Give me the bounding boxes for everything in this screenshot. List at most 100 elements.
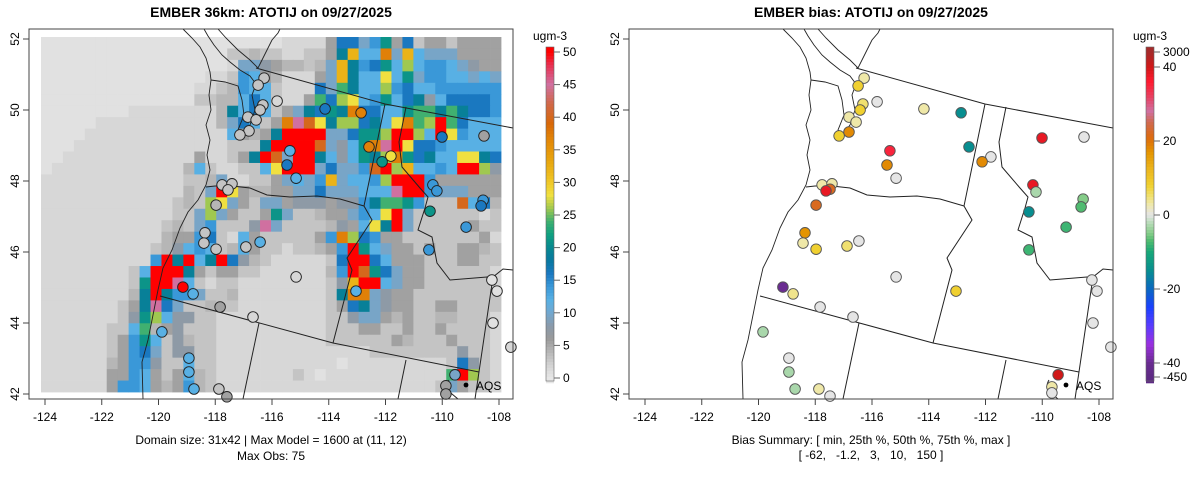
grid-cell <box>183 59 195 72</box>
grid-cell <box>73 140 86 152</box>
grid-cell <box>95 185 108 198</box>
colorbar-segment <box>546 326 554 330</box>
grid-cell <box>413 174 425 187</box>
colorbar-segment <box>1146 347 1154 351</box>
station-marker <box>254 236 266 248</box>
grid-cell <box>369 266 381 278</box>
grid-cell <box>41 300 53 313</box>
grid-cell <box>391 266 403 278</box>
grid-cell <box>402 369 414 381</box>
grid-cell <box>303 174 316 187</box>
grid-cell <box>117 369 130 381</box>
grid-cell <box>314 220 327 233</box>
grid-cell <box>457 162 469 175</box>
grid-cell <box>117 300 130 313</box>
grid-cell <box>325 288 338 301</box>
colorbar-segment <box>1146 227 1154 231</box>
grid-cell <box>150 323 162 336</box>
grid-cell <box>325 105 338 118</box>
colorbar-segment <box>546 302 554 306</box>
grid-cell <box>41 231 53 244</box>
grid-cell <box>468 197 480 210</box>
grid-cell <box>150 48 162 61</box>
grid-cell <box>391 117 403 130</box>
grid-cell <box>41 323 53 336</box>
grid-cell <box>117 266 130 278</box>
grid-cell <box>139 128 151 141</box>
grid-cell <box>347 208 360 221</box>
grid-cell <box>183 82 195 95</box>
grid-cell <box>369 288 381 301</box>
grid-cell <box>446 82 458 95</box>
grid-cell <box>150 220 162 233</box>
grid-cell <box>292 162 305 175</box>
grid-cell <box>347 380 360 393</box>
grid-cell <box>490 105 502 118</box>
station-marker <box>187 288 199 300</box>
station-marker <box>853 235 865 247</box>
grid-cell <box>227 71 239 84</box>
x-tick-label: -114 <box>317 410 340 424</box>
colorbar-segment <box>1146 245 1154 249</box>
grid-cell <box>281 174 294 187</box>
grid-cell <box>62 243 75 255</box>
grid-cell <box>95 151 108 164</box>
station-marker <box>363 141 375 153</box>
colorbar-segment <box>546 182 554 186</box>
colorbar-segment <box>1146 197 1154 201</box>
grid-cell <box>73 346 86 359</box>
grid-cell <box>139 140 151 152</box>
grid-cell <box>139 220 151 233</box>
grid-cell <box>347 323 360 336</box>
grid-cell <box>41 288 53 301</box>
grid-cell <box>62 300 75 313</box>
grid-cell <box>325 162 338 175</box>
grid-cell <box>128 208 140 221</box>
grid-cell <box>216 185 228 198</box>
grid-cell <box>238 162 250 175</box>
grid-cell <box>413 277 425 290</box>
grid-cell <box>227 140 239 152</box>
grid-cell <box>424 197 436 210</box>
grid-cell <box>271 334 283 347</box>
grid-cell <box>150 71 162 84</box>
grid-cell <box>336 380 349 393</box>
grid-cell <box>435 357 447 370</box>
grid-cell <box>139 71 151 84</box>
colorbar-segment <box>546 206 554 210</box>
colorbar-segment <box>1146 179 1154 183</box>
grid-cell <box>435 59 447 72</box>
grid-cell <box>41 357 53 370</box>
grid-cell <box>227 48 239 61</box>
grid-cell <box>468 243 480 255</box>
grid-cell <box>281 220 294 233</box>
grid-cell <box>194 346 206 359</box>
station-marker <box>1023 206 1035 218</box>
grid-cell <box>194 105 206 118</box>
station-marker <box>475 200 487 212</box>
grid-cell <box>62 334 75 347</box>
grid-cell <box>117 346 130 359</box>
grid-cell <box>139 162 151 175</box>
colorbar-segment <box>546 107 554 111</box>
grid-cell <box>117 277 130 290</box>
grid-cell <box>271 311 283 324</box>
aqs-legend-dot <box>463 382 469 388</box>
grid-cell <box>260 266 272 278</box>
grid-cell <box>358 82 370 95</box>
grid-cell <box>84 128 97 141</box>
grid-cell <box>292 48 305 61</box>
grid-cell <box>490 369 502 381</box>
wa-id_or-boundary <box>332 103 386 344</box>
grid-cell <box>435 243 447 255</box>
grid-cell <box>95 300 108 313</box>
grid-cell <box>369 59 381 72</box>
colorbar-segment <box>546 65 554 69</box>
grid-cell <box>41 128 53 141</box>
grid-cell <box>413 323 425 336</box>
grid-cell <box>490 128 502 141</box>
grid-cell <box>303 197 316 210</box>
grid-cell <box>457 94 469 107</box>
colorbar-segment <box>546 305 554 309</box>
grid-cell <box>84 48 97 61</box>
